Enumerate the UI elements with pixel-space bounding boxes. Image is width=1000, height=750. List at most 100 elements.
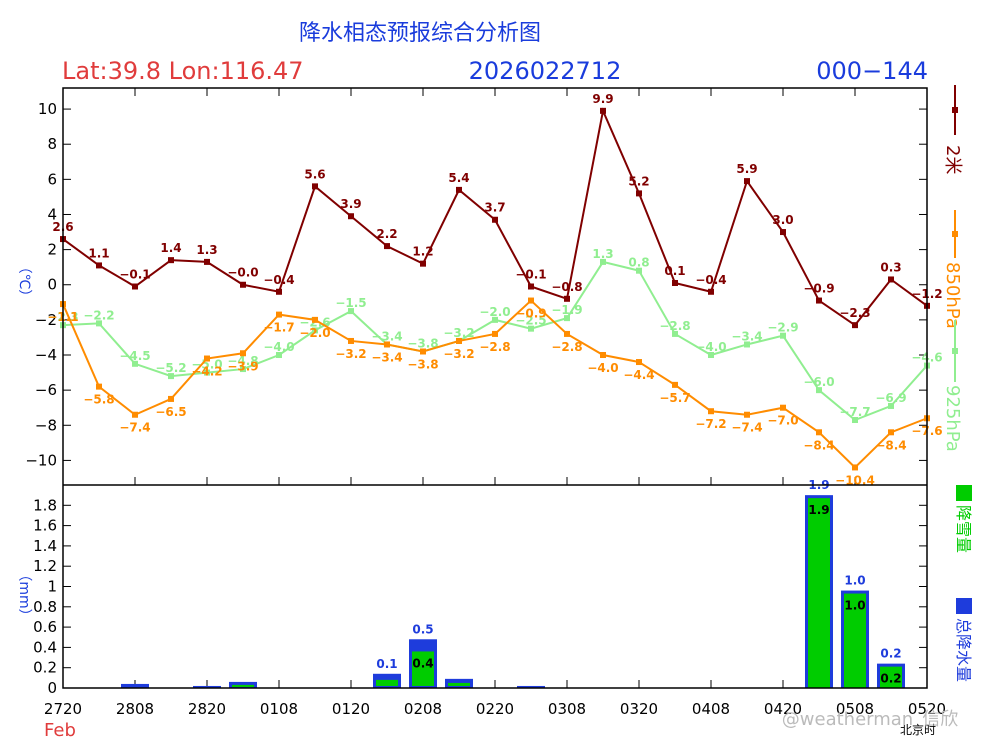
data-label-t925: −3.4 (371, 329, 402, 343)
data-point-t850 (672, 381, 678, 388)
data-point-t925 (204, 369, 210, 376)
y-tick-label: 2 (47, 241, 57, 259)
bar-snowfall (808, 498, 830, 688)
data-label-t925: −6.0 (803, 375, 834, 389)
x-tick-label: 2720 (44, 700, 82, 718)
data-label-t850: −7.0 (767, 414, 798, 428)
y-tick-label: 0.6 (33, 618, 57, 636)
data-point-t850 (420, 348, 426, 355)
legend-label-snow: 降雪量 (954, 505, 973, 553)
bar-snowfall (232, 684, 254, 687)
data-point-t2m (600, 107, 606, 114)
data-point-t925 (132, 360, 138, 367)
bar-total-precip (121, 683, 149, 688)
data-point-t850 (312, 316, 318, 323)
y-tick-label: 1.8 (33, 496, 57, 514)
legend-label-t925: 925hPa (942, 385, 963, 452)
data-point-t925 (708, 352, 714, 359)
data-label-t850: −3.8 (407, 357, 438, 371)
data-point-t850 (492, 330, 498, 337)
data-label-t925: −2.8 (659, 319, 690, 333)
data-label-t925: −2.0 (479, 305, 510, 319)
bar-snow-label: 1.9 (808, 503, 829, 517)
legend-marker-t925 (952, 348, 958, 354)
bar-snowfall (844, 593, 866, 688)
data-point-t850 (636, 359, 642, 366)
data-point-t925 (852, 417, 858, 424)
data-point-t925 (600, 258, 606, 265)
data-point-t2m (708, 288, 714, 295)
data-point-t925 (672, 330, 678, 337)
data-point-t850 (780, 404, 786, 411)
data-label-t850: −0.9 (515, 307, 546, 321)
bar-total-label: 0.5 (412, 622, 433, 636)
data-label-t850: −2.8 (551, 340, 582, 354)
data-label-t850: −2.0 (299, 326, 330, 340)
data-label-t2m: 3.0 (772, 213, 793, 227)
data-label-t2m: −2.3 (839, 306, 870, 320)
data-point-t2m (780, 229, 786, 236)
data-label-t850: −3.9 (227, 359, 258, 373)
bar-snowfall (448, 682, 470, 686)
data-point-t2m (492, 216, 498, 223)
data-label-t2m: 5.9 (736, 162, 757, 176)
bar-total-precip (193, 685, 221, 688)
data-point-t2m (636, 190, 642, 197)
data-label-t850: −7.2 (695, 417, 726, 431)
data-label-t2m: −0.4 (263, 273, 294, 287)
data-point-t2m (528, 283, 534, 290)
legend-swatch-total (956, 598, 972, 614)
data-point-t925 (276, 352, 282, 359)
data-point-t850 (852, 464, 858, 471)
data-label-t925: −3.4 (731, 329, 762, 343)
data-label-t925: −7.7 (839, 405, 870, 419)
x-tick-label: 0420 (764, 700, 802, 718)
data-point-t925 (348, 308, 354, 315)
data-label-t2m: 5.2 (628, 174, 649, 188)
y-tick-label: 10 (38, 100, 57, 118)
y-tick-label: −4 (35, 346, 57, 364)
data-point-t925 (744, 341, 750, 348)
y-axis-title: （℃） (16, 260, 32, 304)
data-point-t2m (852, 322, 858, 329)
data-label-t2m: −0.0 (227, 266, 258, 280)
data-label-t850: −3.2 (443, 347, 474, 361)
init-time-label: 2026022712 (469, 57, 622, 85)
legend-marker-t850 (952, 231, 958, 237)
x-tick-label: 0120 (332, 700, 370, 718)
data-point-t2m (132, 283, 138, 290)
data-point-t2m (96, 262, 102, 269)
data-label-t2m: 3.9 (340, 197, 361, 211)
data-point-t925 (96, 320, 102, 327)
data-label-t2m: 5.4 (448, 171, 469, 185)
data-label-t2m: 1.3 (196, 243, 217, 257)
data-label-t850: −5.7 (659, 391, 690, 405)
data-label-t925: 0.8 (628, 256, 649, 270)
data-label-t2m: −0.1 (119, 268, 150, 282)
x-tick-label: 0108 (260, 700, 298, 718)
data-label-t2m: 9.9 (592, 92, 613, 106)
data-point-t925 (780, 332, 786, 339)
data-point-t2m (204, 258, 210, 265)
x-tick-label: 2820 (188, 700, 226, 718)
data-point-t925 (636, 267, 642, 274)
y-tick-label: 1.4 (33, 537, 57, 555)
data-point-t850 (816, 429, 822, 436)
data-label-t2m: 0.3 (880, 260, 901, 274)
y-tick-label: −10 (25, 451, 57, 469)
y-axis-title: （mm） (16, 567, 32, 622)
y-tick-label: 1 (47, 578, 57, 596)
precipitation-panel: 1.81.61.41.210.80.60.40.20（mm）2720 2808 28… (16, 87, 973, 741)
data-label-t925: −2.9 (767, 321, 798, 335)
bar-snowfall (376, 679, 398, 686)
temperature-panel: 10 8 6 4 2 0 −2 −4 −6 −8 −10 （℃） −2.3 −2.2 −4.5 −5.2 −5.… (16, 85, 963, 487)
data-label-t925: −2.5 (515, 314, 546, 328)
x-tick-label: 0320 (620, 700, 658, 718)
data-point-t925 (492, 316, 498, 323)
data-label-t925: −1.9 (551, 303, 582, 317)
data-label-t850: −2.8 (479, 340, 510, 354)
data-label-t2m: −0.9 (803, 282, 834, 296)
data-label-t850: −5.8 (83, 393, 114, 407)
data-point-t2m (744, 178, 750, 185)
data-label-t925: −3.8 (407, 336, 438, 350)
